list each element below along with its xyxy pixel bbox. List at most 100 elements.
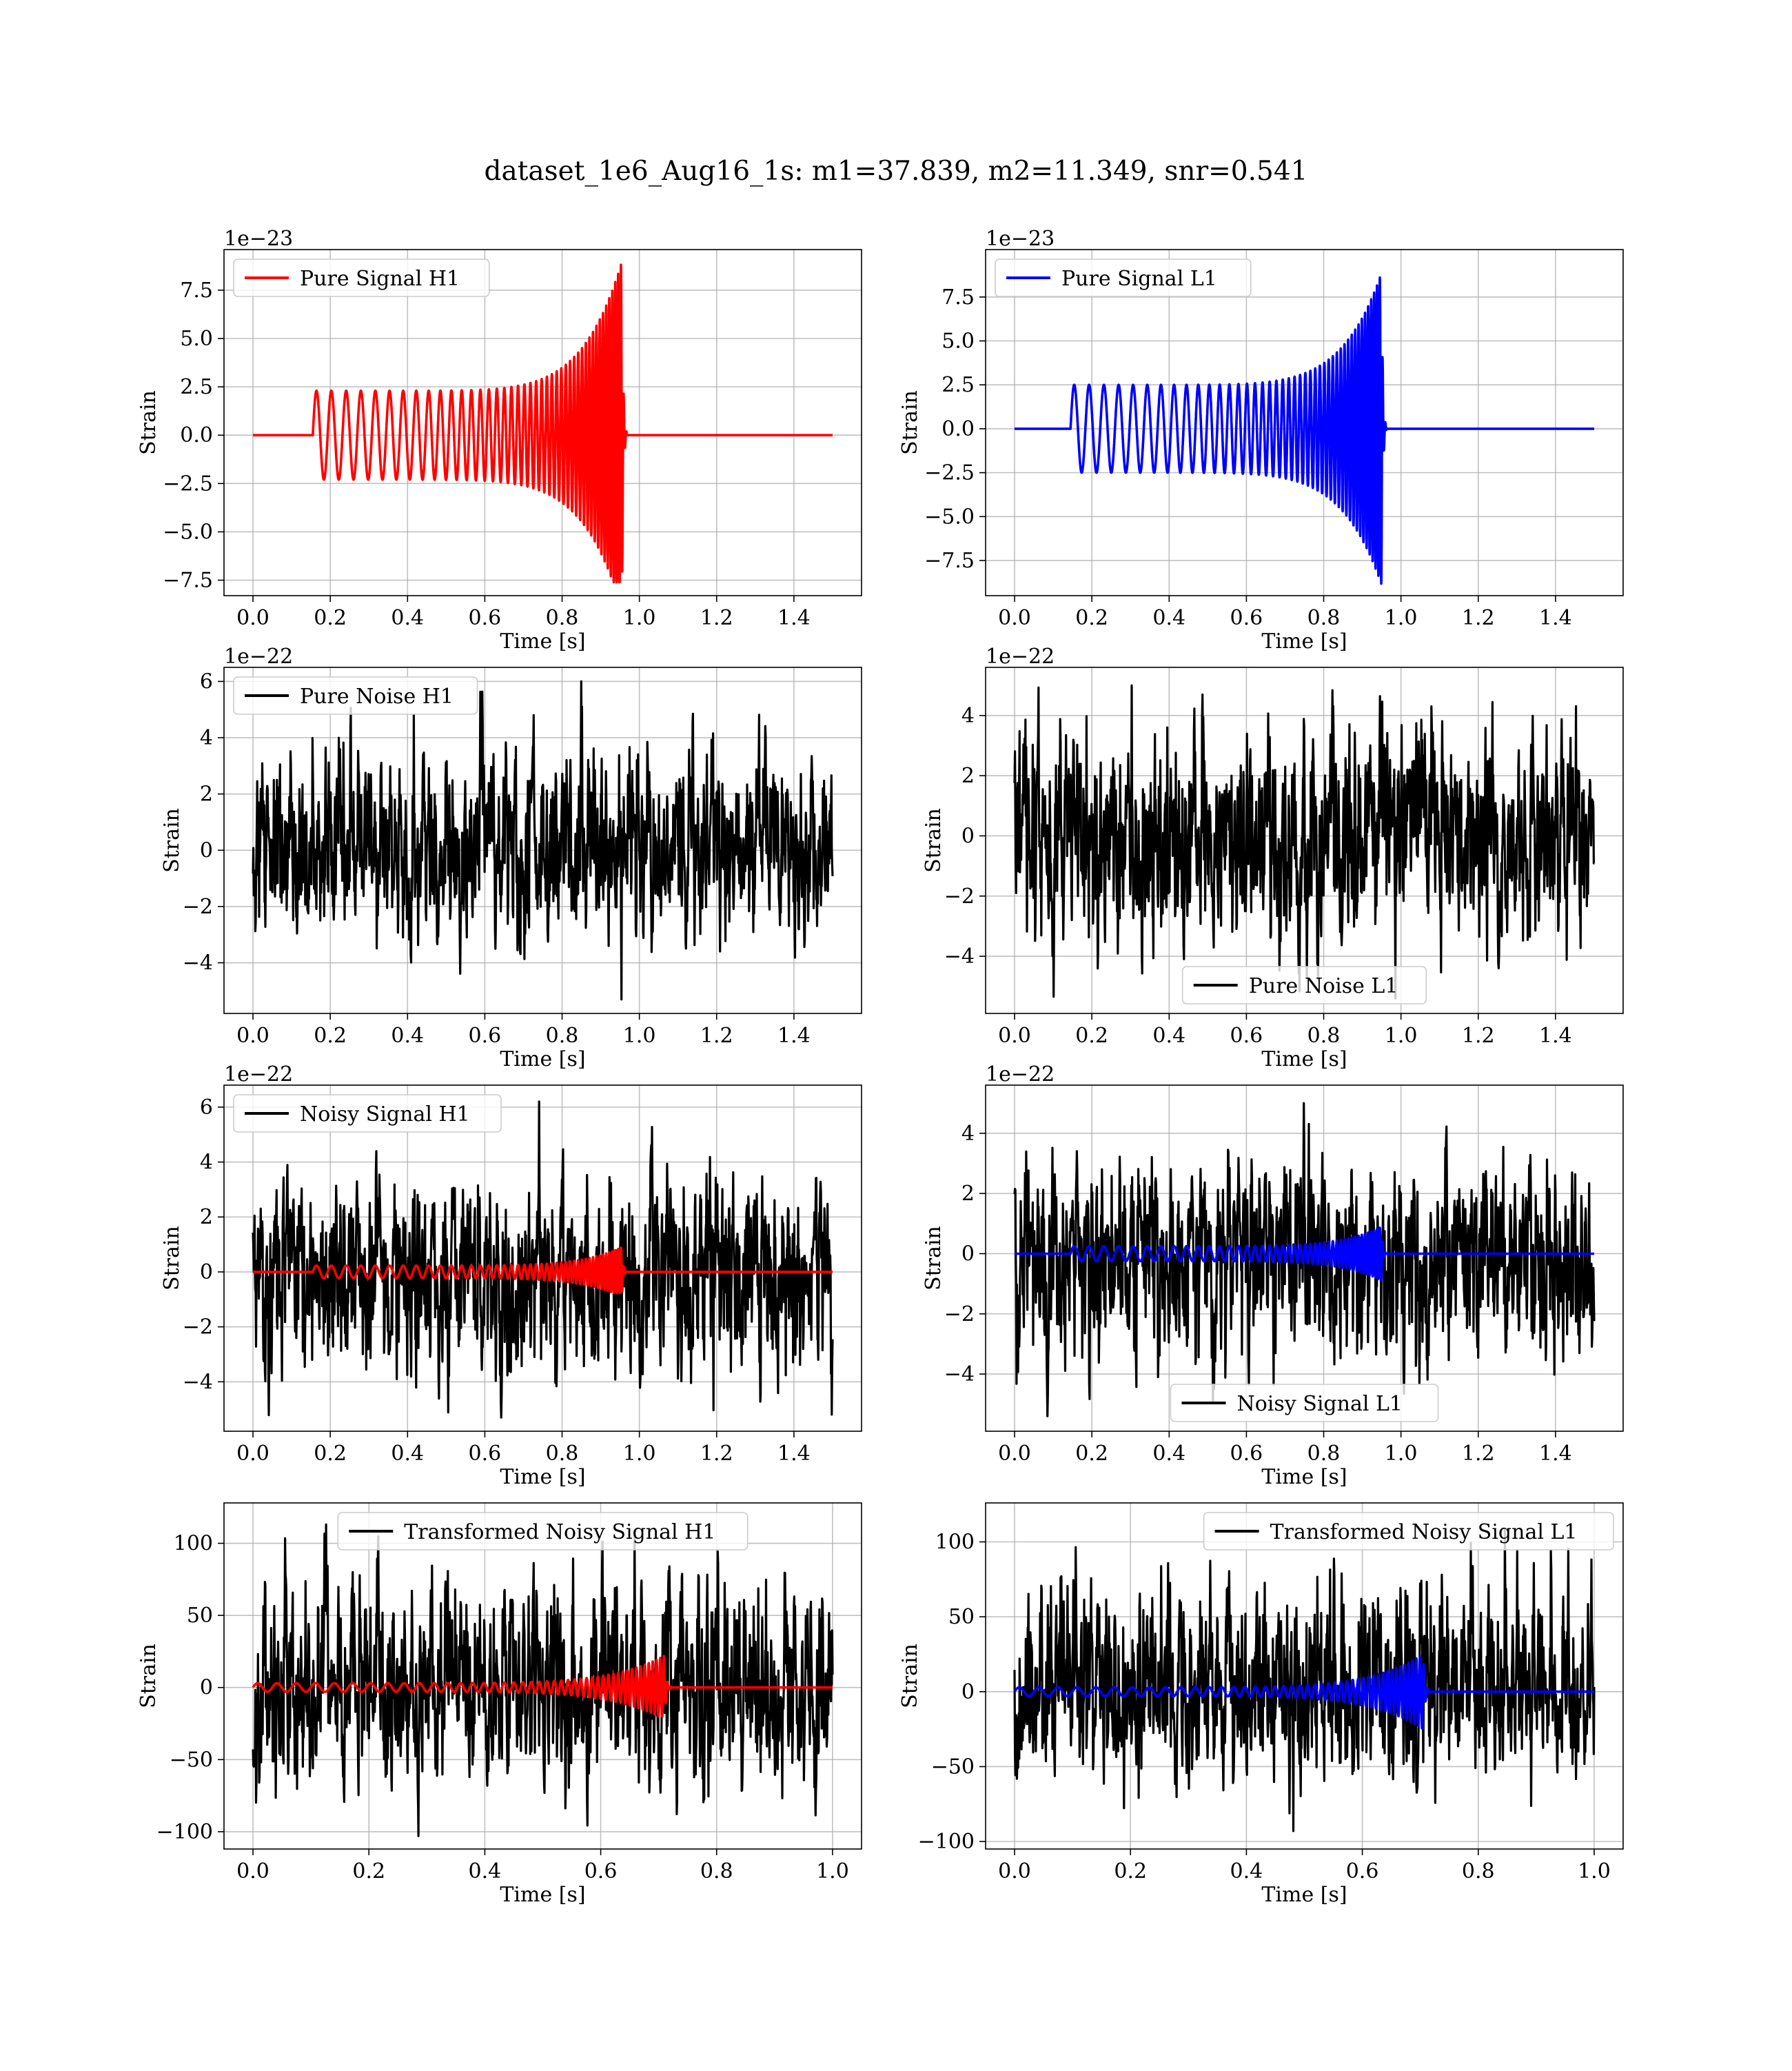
x-tick-label: 0.8 bbox=[546, 606, 579, 630]
x-tick-label: 0.0 bbox=[998, 1442, 1031, 1466]
y-tick-label: 6 bbox=[200, 669, 213, 694]
x-tick-label: 0.8 bbox=[1307, 606, 1341, 630]
subplot-pure-noise-l1: 0.0 0.2 0.4 0.6 0.8 1.0 1.2 1.4 −4 −2 0 2 4 Time [s] S… bbox=[922, 645, 1624, 1071]
y-tick-label: −7.5 bbox=[163, 569, 213, 593]
x-tick-label: 0.0 bbox=[236, 1024, 269, 1048]
x-tick-label: 0.6 bbox=[1230, 1024, 1263, 1048]
x-tick-label: 1.2 bbox=[1462, 1442, 1495, 1466]
x-tick-label: 0.6 bbox=[1230, 606, 1263, 630]
y-axis-label: Strain bbox=[136, 1644, 161, 1708]
subplot-transformed-noisy-signal-l1: 0.0 0.2 0.4 0.6 0.8 1.0 −100 −50 0 50 100 Time [s] S… bbox=[898, 1502, 1624, 1907]
legend: Pure Signal H1 bbox=[233, 259, 490, 297]
axes-frame bbox=[223, 1502, 862, 1850]
y-tick-label: 2.5 bbox=[941, 373, 975, 397]
y-tick-label: −50 bbox=[170, 1748, 213, 1772]
x-tick-label: 0.2 bbox=[1075, 1024, 1108, 1048]
axes-frame bbox=[223, 1084, 862, 1432]
legend-label: Pure Signal L1 bbox=[1061, 267, 1217, 291]
y-tick-label: −100 bbox=[918, 1830, 975, 1854]
legend-box bbox=[337, 1512, 749, 1550]
axes-frame bbox=[223, 249, 862, 596]
legend-box bbox=[1170, 1384, 1439, 1422]
y-tick-label: 0.0 bbox=[941, 417, 975, 441]
x-tick-label: 0.6 bbox=[1346, 1859, 1379, 1883]
y-offset-text: 1e−22 bbox=[224, 645, 293, 669]
legend: Noisy Signal L1 bbox=[1170, 1384, 1439, 1422]
x-axis-label: Time [s] bbox=[500, 1883, 585, 1907]
y-offset-text: 1e−23 bbox=[224, 227, 293, 251]
series-line-chirp-overlay bbox=[252, 1246, 834, 1294]
legend-box bbox=[995, 259, 1252, 297]
x-tick-label: 1.4 bbox=[777, 1442, 811, 1466]
legend: Pure Noise L1 bbox=[1181, 966, 1427, 1004]
axes-frame bbox=[985, 667, 1624, 1014]
legend-box bbox=[233, 259, 490, 297]
y-tick-label: 0 bbox=[961, 824, 975, 848]
x-tick-label: 0.0 bbox=[236, 1442, 269, 1466]
x-tick-label: 0.4 bbox=[1152, 1442, 1185, 1466]
series-line-pure-noise-h1 bbox=[252, 680, 834, 1001]
x-tick-label: 1.0 bbox=[1385, 1442, 1418, 1466]
x-tick-label: 1.0 bbox=[623, 1024, 656, 1048]
y-tick-label: 100 bbox=[935, 1530, 975, 1555]
x-axis-label: Time [s] bbox=[1261, 1883, 1347, 1907]
legend: Transformed Noisy Signal L1 bbox=[1203, 1512, 1614, 1550]
series-line-pure-signal-l1 bbox=[1013, 276, 1596, 585]
y-offset-text: 1e−22 bbox=[224, 1062, 293, 1087]
x-tick-label: 1.4 bbox=[1539, 1024, 1572, 1048]
x-tick-label: 1.2 bbox=[700, 606, 733, 630]
x-tick-label: 1.4 bbox=[1539, 1442, 1572, 1466]
y-tick-label: 6 bbox=[200, 1095, 213, 1120]
y-axis-label: Strain bbox=[898, 1644, 922, 1708]
x-tick-label: 0.6 bbox=[469, 1442, 502, 1466]
x-tick-label: 0.4 bbox=[1152, 1024, 1185, 1048]
x-tick-label: 0.2 bbox=[352, 1859, 385, 1883]
x-tick-label: 0.8 bbox=[1462, 1859, 1495, 1883]
y-tick-label: 2 bbox=[200, 782, 213, 807]
x-tick-label: 0.8 bbox=[700, 1859, 733, 1883]
x-tick-label: 0.4 bbox=[391, 606, 424, 630]
y-tick-label: −5.0 bbox=[924, 505, 975, 529]
x-axis-label: Time [s] bbox=[1261, 629, 1347, 654]
axes-frame bbox=[985, 1084, 1624, 1432]
y-offset-text: 1e−22 bbox=[986, 645, 1055, 669]
x-tick-label: 0.2 bbox=[1075, 606, 1108, 630]
series-line-noisy-signal-l1 bbox=[1013, 1102, 1596, 1417]
series-line-chirp-overlay bbox=[252, 1655, 834, 1718]
y-tick-label: −5.0 bbox=[163, 520, 213, 544]
y-tick-label: 0 bbox=[961, 1680, 975, 1704]
x-tick-label: 1.2 bbox=[700, 1442, 733, 1466]
y-tick-label: −4 bbox=[944, 1362, 975, 1386]
x-tick-label: 1.0 bbox=[623, 1442, 656, 1466]
y-tick-label: −2 bbox=[944, 885, 975, 909]
y-tick-label: 50 bbox=[187, 1604, 213, 1628]
x-tick-label: 1.2 bbox=[700, 1024, 733, 1048]
figure-title: dataset_1e6_Aug16_1s: m1=37.839, m2=11.3… bbox=[484, 156, 1308, 187]
x-tick-label: 0.0 bbox=[236, 1859, 269, 1883]
subplot-noisy-signal-l1: 0.0 0.2 0.4 0.6 0.8 1.0 1.2 1.4 −4 −2 0 2 4 Time [s] S… bbox=[922, 1062, 1624, 1489]
legend-box bbox=[233, 676, 478, 715]
y-tick-label: −2 bbox=[944, 1302, 975, 1326]
legend-label: Noisy Signal H1 bbox=[300, 1102, 470, 1127]
x-tick-label: 1.0 bbox=[816, 1859, 849, 1883]
x-tick-label: 0.2 bbox=[1114, 1859, 1147, 1883]
subplot-pure-signal-l1: 0.0 0.2 0.4 0.6 0.8 1.0 1.2 1.4 −7.5 −5.0 −2.5 0.0 2… bbox=[898, 227, 1624, 654]
y-tick-label: 100 bbox=[174, 1532, 213, 1556]
y-tick-label: 0 bbox=[200, 1260, 213, 1284]
x-tick-label: 0.4 bbox=[391, 1442, 424, 1466]
x-axis-label: Time [s] bbox=[1261, 1047, 1347, 1071]
y-axis-label: Strain bbox=[160, 1226, 184, 1291]
legend: Pure Noise H1 bbox=[233, 676, 478, 715]
x-tick-label: 0.2 bbox=[314, 1024, 347, 1048]
series-line-pure-signal-h1 bbox=[252, 263, 834, 584]
y-tick-label: −7.5 bbox=[924, 549, 975, 573]
legend: Transformed Noisy Signal H1 bbox=[337, 1512, 749, 1550]
y-offset-text: 1e−23 bbox=[986, 227, 1055, 251]
x-tick-label: 1.0 bbox=[623, 606, 656, 630]
x-tick-label: 1.0 bbox=[1385, 1024, 1418, 1048]
x-tick-label: 1.4 bbox=[1539, 606, 1572, 630]
y-axis-label: Strain bbox=[136, 390, 161, 455]
x-tick-label: 1.4 bbox=[777, 606, 811, 630]
y-tick-label: 2 bbox=[200, 1205, 213, 1229]
